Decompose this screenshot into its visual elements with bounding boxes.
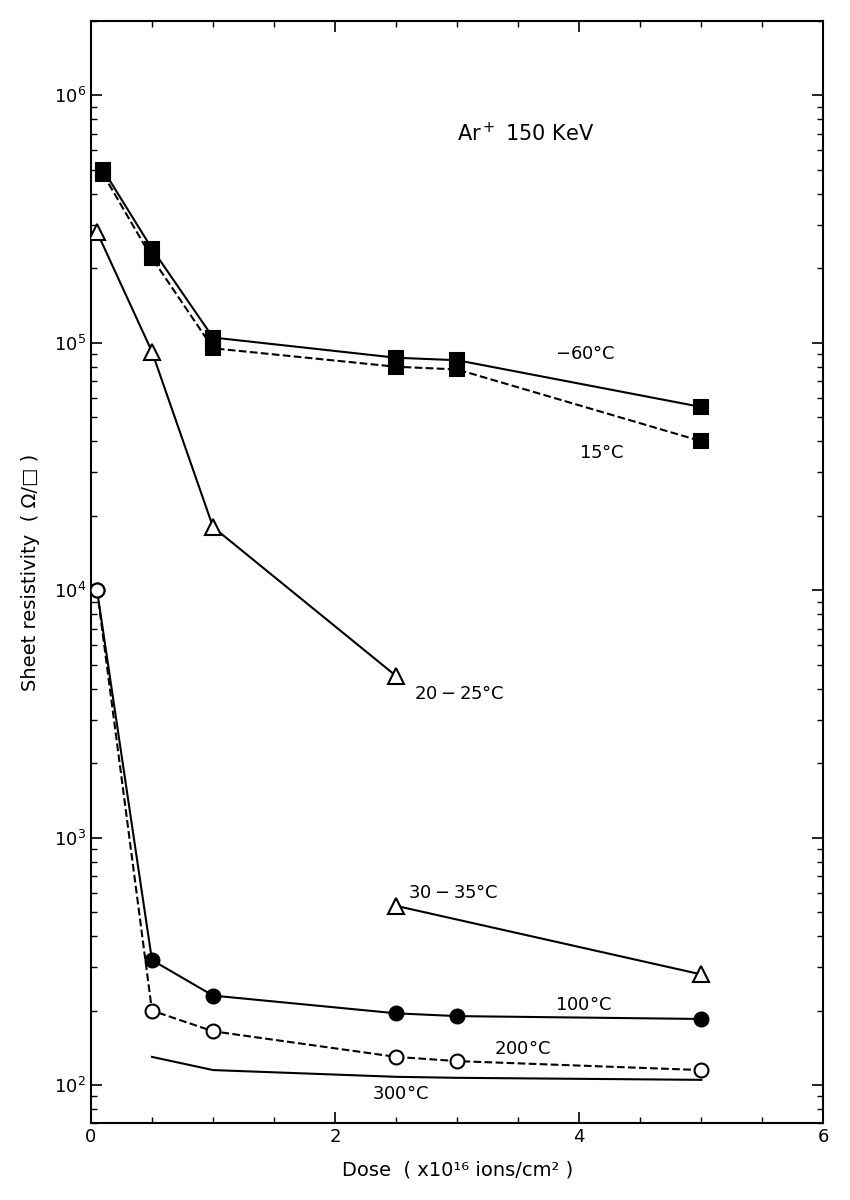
Text: $200°$C: $200°$C bbox=[494, 1040, 551, 1058]
Text: $-60°$C: $-60°$C bbox=[555, 346, 615, 364]
X-axis label: Dose  ( x10¹⁶ ions/cm² ): Dose ( x10¹⁶ ions/cm² ) bbox=[342, 1160, 573, 1180]
Text: $30-35°$C: $30-35°$C bbox=[408, 883, 499, 901]
Text: $15°$C: $15°$C bbox=[580, 444, 625, 462]
Text: $100°$C: $100°$C bbox=[555, 996, 612, 1014]
Text: Ar$^+$ 150 KeV: Ar$^+$ 150 KeV bbox=[457, 122, 594, 145]
Text: $300°$C: $300°$C bbox=[371, 1085, 428, 1103]
Y-axis label: Sheet resistivity  ( Ω/□ ): Sheet resistivity ( Ω/□ ) bbox=[21, 454, 40, 691]
Text: $20-25°$C: $20-25°$C bbox=[415, 685, 505, 703]
